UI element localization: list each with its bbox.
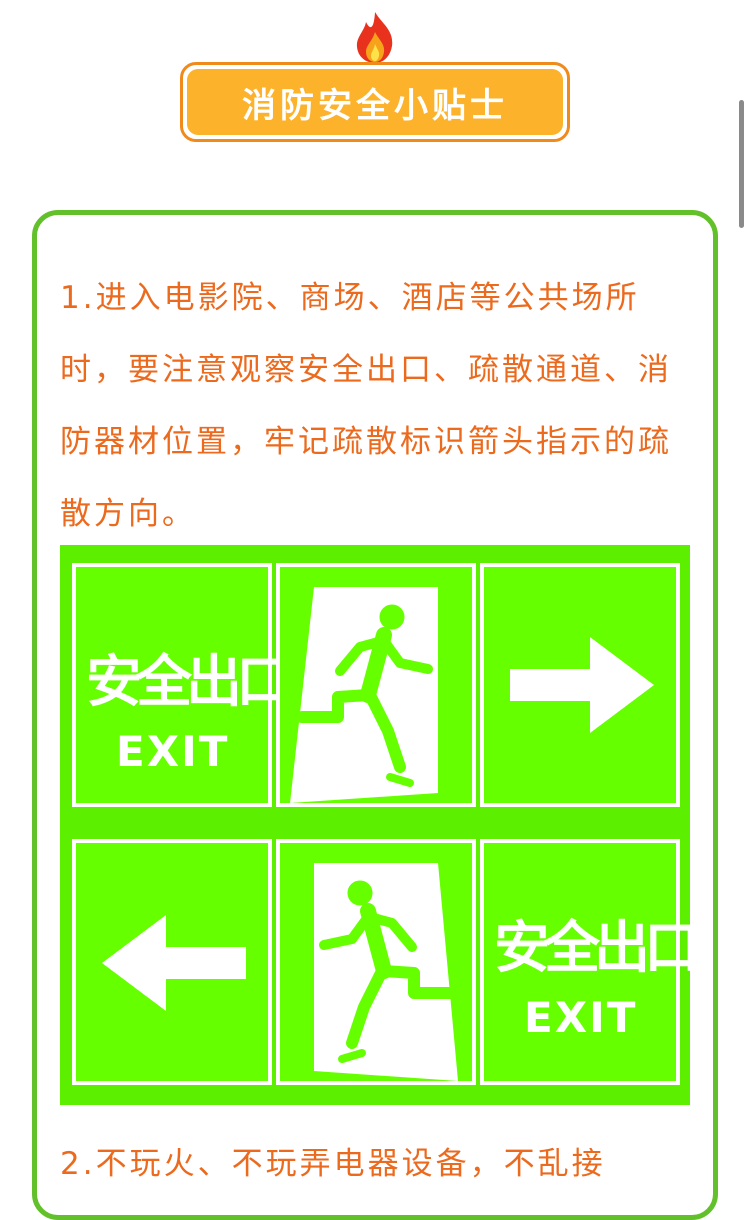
tip-text: 2.不玩火、不玩弄电器设备，不乱接 <box>60 1146 606 1182</box>
page-title: 消防安全小贴士 <box>187 69 563 135</box>
sign-panel <box>276 563 476 807</box>
tip-text: 1.进入电影院、商场、酒店等公共场所时，要注意观察安全出口、疏散通道、消防器材位… <box>60 280 672 532</box>
sign-panel <box>276 839 476 1085</box>
running-man-icon <box>314 863 458 1081</box>
sign-text-zh: 安全出口 <box>494 916 700 981</box>
running-man-icon <box>290 587 438 803</box>
sign-panel <box>480 563 680 807</box>
title-badge: 消防安全小贴士 <box>180 62 570 142</box>
sign-text-en: EXIT <box>116 727 230 776</box>
sign-panel: 安全出口 EXIT <box>72 563 292 807</box>
right-arrow-icon <box>510 637 654 733</box>
exit-sign-image: 安全出口 EXIT <box>60 545 700 1105</box>
flame-icon <box>352 10 398 64</box>
sign-panel <box>72 839 272 1085</box>
scrollbar[interactable] <box>739 100 744 228</box>
sign-text-en: EXIT <box>524 993 638 1042</box>
sign-panel: 安全出口 EXIT <box>480 839 700 1085</box>
sign-text-zh: 安全出口 <box>86 650 292 715</box>
left-arrow-icon <box>102 915 246 1011</box>
